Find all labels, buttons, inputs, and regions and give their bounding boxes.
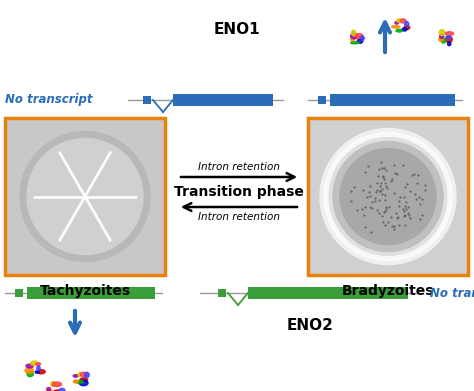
Polygon shape [26, 364, 33, 368]
Polygon shape [446, 37, 452, 43]
Bar [308, 118, 468, 275]
Circle shape [326, 135, 450, 258]
Polygon shape [357, 39, 363, 43]
Polygon shape [31, 361, 38, 366]
Text: Transition phase: Transition phase [174, 185, 304, 199]
Polygon shape [400, 19, 406, 23]
Polygon shape [445, 32, 454, 35]
Bar [173, 94, 273, 106]
Polygon shape [438, 38, 443, 41]
Polygon shape [79, 380, 88, 386]
Polygon shape [51, 382, 55, 387]
Circle shape [27, 138, 143, 255]
Circle shape [20, 131, 150, 262]
Polygon shape [395, 22, 399, 24]
Text: Bradyzoites: Bradyzoites [342, 284, 434, 298]
Text: Intron retention: Intron retention [198, 212, 280, 222]
Polygon shape [27, 371, 33, 377]
Text: Tachyzoites: Tachyzoites [39, 284, 130, 298]
Polygon shape [441, 38, 446, 43]
Polygon shape [46, 390, 54, 391]
Polygon shape [351, 42, 359, 44]
Polygon shape [78, 373, 82, 377]
Polygon shape [439, 30, 445, 36]
Polygon shape [85, 372, 89, 378]
Polygon shape [361, 36, 364, 41]
Polygon shape [405, 22, 409, 27]
Polygon shape [73, 380, 78, 383]
Bar [5, 118, 165, 275]
Text: No transcript: No transcript [5, 93, 92, 106]
Polygon shape [446, 36, 451, 39]
Bar [27, 287, 155, 299]
Polygon shape [396, 29, 402, 32]
Polygon shape [36, 363, 41, 365]
Polygon shape [351, 33, 358, 39]
Polygon shape [75, 380, 83, 383]
Polygon shape [404, 26, 410, 29]
Polygon shape [73, 375, 78, 377]
Polygon shape [356, 34, 363, 38]
Circle shape [340, 149, 436, 244]
Polygon shape [59, 197, 85, 242]
Circle shape [320, 129, 456, 264]
Text: Intron retention: Intron retention [198, 162, 280, 172]
Polygon shape [352, 30, 356, 36]
Polygon shape [392, 26, 400, 28]
Polygon shape [47, 387, 51, 391]
Polygon shape [397, 19, 401, 22]
Bar [218, 289, 226, 297]
Polygon shape [402, 28, 407, 31]
Bar [330, 94, 455, 106]
Bar [15, 289, 23, 297]
Polygon shape [85, 151, 111, 197]
Polygon shape [37, 369, 45, 374]
Bar [318, 96, 326, 104]
Polygon shape [440, 34, 444, 38]
Polygon shape [52, 382, 62, 387]
Text: No transcript: No transcript [430, 287, 474, 300]
Circle shape [333, 142, 443, 251]
Polygon shape [25, 368, 34, 373]
Polygon shape [359, 37, 364, 39]
Polygon shape [36, 366, 40, 371]
Polygon shape [59, 388, 65, 391]
Text: ENO2: ENO2 [287, 318, 333, 333]
Polygon shape [59, 151, 85, 197]
Bar [248, 287, 408, 299]
Polygon shape [447, 42, 451, 46]
Text: ENO1: ENO1 [214, 22, 260, 37]
Polygon shape [55, 390, 61, 391]
Polygon shape [350, 38, 355, 41]
Polygon shape [80, 378, 88, 382]
Bar [143, 96, 151, 104]
Polygon shape [80, 372, 87, 377]
Polygon shape [35, 371, 39, 373]
Polygon shape [85, 197, 111, 242]
